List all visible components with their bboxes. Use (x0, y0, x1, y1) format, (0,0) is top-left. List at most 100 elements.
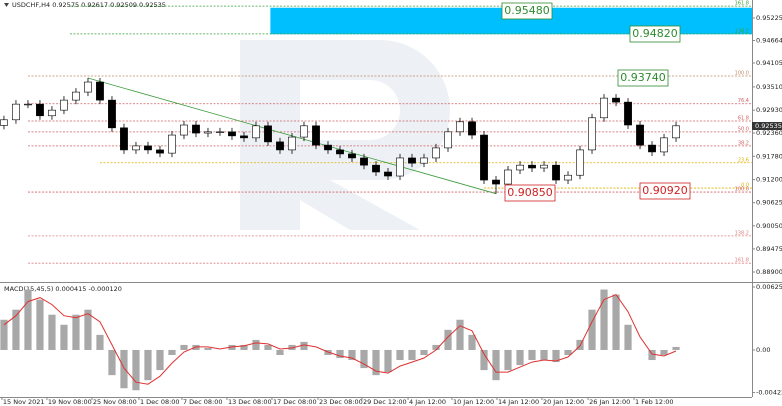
macd-bar (96, 334, 104, 350)
macd-bar (624, 324, 632, 350)
candle-body (60, 99, 68, 111)
candle-body (396, 157, 404, 177)
fib-label: 0.0 (741, 183, 749, 189)
candle-body (600, 97, 608, 119)
macd-bar (84, 309, 92, 350)
fib-label: 50.0 (738, 126, 749, 132)
macd-bar (384, 349, 392, 373)
x-tick-label: 26 Jan 12:00 (589, 398, 630, 406)
candle-body (528, 164, 536, 169)
candle-body (492, 179, 500, 185)
macd-bar (252, 339, 260, 350)
macd-bar (24, 289, 32, 350)
annotation: 0.95480 (504, 4, 550, 17)
y-tick-label: -0.004225 (756, 389, 782, 397)
candle-body (348, 153, 356, 159)
macd-bar (168, 349, 176, 356)
candle-body (0, 119, 8, 126)
y-tick-label: 0.90625 (756, 199, 782, 207)
macd-bar (300, 341, 308, 350)
candle-body (132, 145, 140, 151)
macd-bar (540, 349, 548, 361)
candle-body (648, 144, 656, 153)
x-tick-label: 10 Jan 12:00 (453, 398, 494, 406)
candle-body (384, 171, 392, 177)
candle-body (288, 136, 296, 151)
macd-bar (240, 344, 248, 350)
x-tick-label: 20 Jan 12:00 (543, 398, 584, 406)
macd-bar (456, 319, 464, 350)
macd-bar (48, 314, 56, 350)
macd-bar (60, 324, 68, 350)
x-tick-label: 7 Dec 08:00 (183, 398, 223, 406)
y-tick-label: 0.00 (756, 346, 770, 354)
macd-bar (72, 314, 80, 350)
candle-body (24, 103, 32, 106)
candle-body (252, 125, 260, 139)
macd-bar (0, 319, 8, 350)
macd-bar (444, 329, 452, 350)
macd-bar (408, 349, 416, 361)
macd-bar (600, 289, 608, 350)
x-tick-label: 19 Nov 08:00 (48, 398, 92, 406)
candle-body (108, 99, 116, 129)
y-tick-label: 0.95225 (756, 14, 782, 22)
macd-bar (672, 346, 680, 350)
y-tick-label: 0.006255 (756, 283, 782, 291)
macd-bar (12, 309, 20, 350)
candle-body (636, 124, 644, 146)
fib-label: 61.8 (738, 116, 749, 122)
candle-body (204, 131, 212, 134)
candle-body (588, 117, 596, 151)
candle-body (96, 81, 104, 101)
signal-line (3, 293, 677, 385)
macd-bar (420, 349, 428, 356)
candle-body (468, 121, 476, 136)
candle-body (324, 144, 332, 151)
x-tick-label: 29 Dec 12:00 (363, 398, 407, 406)
y-tick-label: 0.88900 (756, 268, 782, 276)
y-tick-label: 0.94105 (756, 59, 782, 67)
y-tick-label: 0.92930 (756, 106, 782, 114)
candle-body (300, 125, 308, 138)
macd-bar (336, 349, 344, 359)
annotation-box (617, 69, 669, 87)
fib-label: 38.2 (738, 140, 749, 146)
macd-bar (468, 334, 476, 350)
fib-label: 100.0 (735, 187, 749, 193)
candle-body (156, 149, 164, 154)
macd-bar (528, 349, 536, 361)
annotation-box (629, 25, 681, 43)
macd-bar (480, 349, 488, 371)
macd-bar (36, 299, 44, 350)
annotation: 0.94820 (632, 27, 678, 40)
candle-body (564, 174, 572, 181)
candle-body (372, 164, 380, 173)
candle-body (276, 141, 284, 151)
annotation-box (504, 184, 556, 202)
x-tick-label: 1 Feb 12:00 (635, 398, 674, 406)
candle-body (360, 157, 368, 166)
y-tick-label: 0.91200 (756, 176, 782, 184)
y-tick-label: 0.90050 (756, 222, 782, 230)
macd-bar (228, 344, 236, 350)
candle-body (240, 135, 248, 139)
chart-title: USDCHF,H4 0.92575 0.92617 0.92509 0.9253… (12, 1, 166, 9)
candle-body (504, 169, 512, 185)
candle-body (120, 127, 128, 151)
last-price: 0.92535 (755, 122, 782, 130)
candle-body (12, 103, 20, 121)
macd-bar (204, 347, 212, 350)
macd-bar (492, 349, 500, 381)
macd-bar (156, 349, 164, 371)
macd-bar (516, 349, 524, 366)
annotation-box (501, 2, 553, 20)
macd-bar (108, 349, 116, 376)
x-tick-label: 14 Jan 12:00 (498, 398, 539, 406)
candle-body (336, 149, 344, 155)
macd-bar (276, 349, 284, 356)
annotation: 0.90920 (642, 184, 688, 197)
fib-label: 138.2 (735, 28, 749, 34)
macd-bar (264, 344, 272, 350)
